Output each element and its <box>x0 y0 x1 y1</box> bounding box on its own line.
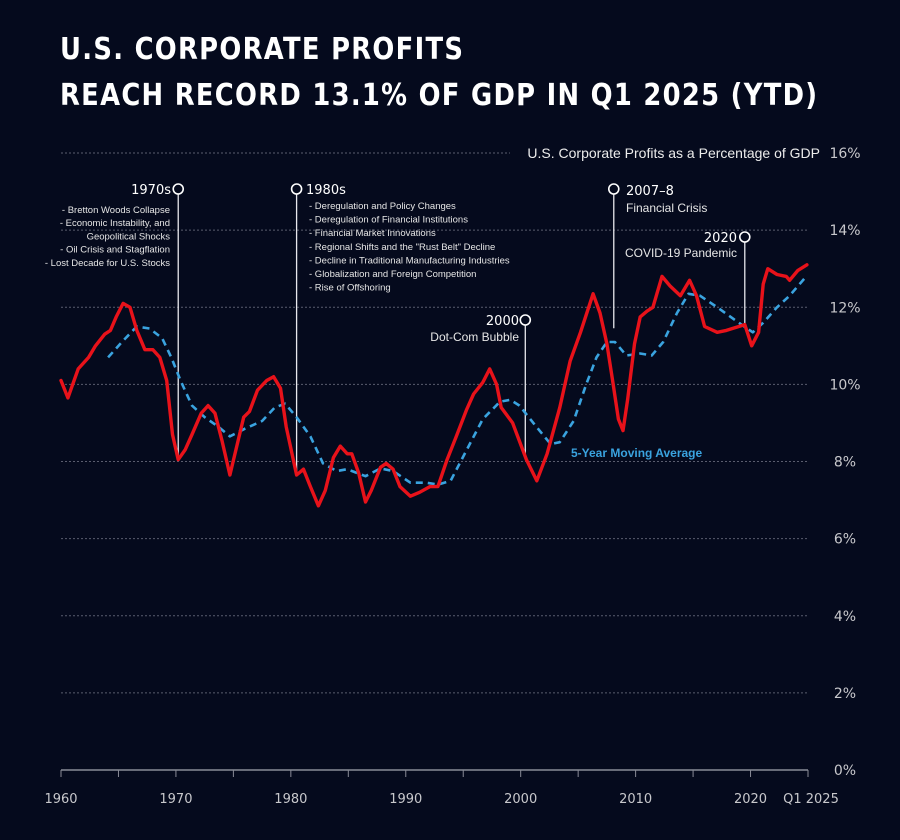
x-tick-label: 1960 <box>44 792 77 807</box>
x-tick-label: 2020 <box>734 792 767 807</box>
x-tick-label: 1980 <box>274 792 307 807</box>
annotation-text: - Regional Shifts and the "Rust Belt" De… <box>309 242 495 253</box>
y-tick-label: 0% <box>834 763 856 779</box>
x-tick-label: 2000 <box>504 792 537 807</box>
y-tick-label: 6% <box>834 532 856 548</box>
annotation-title: 2000 <box>486 314 519 329</box>
profits-line <box>59 263 809 508</box>
annotation-marker-icon <box>738 231 751 243</box>
annotation-title: 2020 <box>704 231 737 246</box>
annotation-text: Financial Crisis <box>626 201 707 215</box>
annotation-marker-icon <box>519 314 532 326</box>
series <box>59 263 809 508</box>
annotation-text: - Rise of Offshoring <box>309 283 391 294</box>
y-tick-label: 4% <box>834 609 856 625</box>
annotation-text: - Lost Decade for U.S. Stocks <box>45 258 170 269</box>
x-tick-label: Q1 2025 <box>783 792 839 807</box>
x-axis: 1960 1970 1980 1990 2000 2010 2020 Q1 2025 <box>44 769 839 807</box>
annotation-marker-icon <box>172 183 185 195</box>
chart-subtitle: U.S. Corporate Profits as a Percentage o… <box>527 145 820 161</box>
moving-average-label: 5-Year Moving Average <box>571 446 702 460</box>
annotation-title: 2007–8 <box>626 184 674 199</box>
annotation-text: - Decline in Traditional Manufacturing I… <box>309 255 510 266</box>
y-tick-label: 16% <box>829 146 860 162</box>
y-tick-label: 10% <box>829 377 860 393</box>
annotation-title: 1970s <box>131 183 171 198</box>
x-tick-label: 1970 <box>159 792 192 807</box>
y-tick-label: 12% <box>829 300 860 316</box>
y-axis-labels: 0% 2% 4% 6% 8% 10% 12% 14% 16% <box>829 146 860 779</box>
moving-average-line <box>107 277 806 486</box>
annotation-text: Geopolitical Shocks <box>87 231 171 242</box>
y-tick-label: 2% <box>834 686 856 702</box>
annotation-lines <box>177 194 746 475</box>
annotation-text: - Globalization and Foreign Competition <box>309 269 476 280</box>
annotations: 1970s - Bretton Woods Collapse - Economic … <box>45 183 751 344</box>
annotation-text: - Oil Crisis and Stagflation <box>60 245 170 256</box>
annotation-text: - Bretton Woods Collapse <box>62 205 170 216</box>
y-tick-label: 8% <box>834 455 856 471</box>
gridlines <box>61 152 808 694</box>
x-tick-label: 2010 <box>619 792 652 807</box>
chart-title-line-2: REACH RECORD 13.1% OF GDP IN Q1 2025 (YT… <box>60 78 819 113</box>
annotation-text: - Deregulation and Policy Changes <box>309 201 456 212</box>
annotation-text: - Deregulation of Financial Institutions <box>309 215 468 226</box>
annotation-text: - Financial Market Innovations <box>309 228 436 239</box>
chart-title-line-1: U.S. CORPORATE PROFITS <box>60 32 465 67</box>
annotation-marker-icon <box>290 183 303 195</box>
annotation-marker-icon <box>607 183 620 195</box>
annotation-text: Dot-Com Bubble <box>430 330 519 344</box>
y-tick-label: 14% <box>829 223 860 239</box>
annotation-text: COVID-19 Pandemic <box>625 246 737 260</box>
annotation-text: - Economic Instability, and <box>60 218 170 229</box>
x-tick-label: 1990 <box>389 792 422 807</box>
annotation-title: 1980s <box>306 183 346 198</box>
